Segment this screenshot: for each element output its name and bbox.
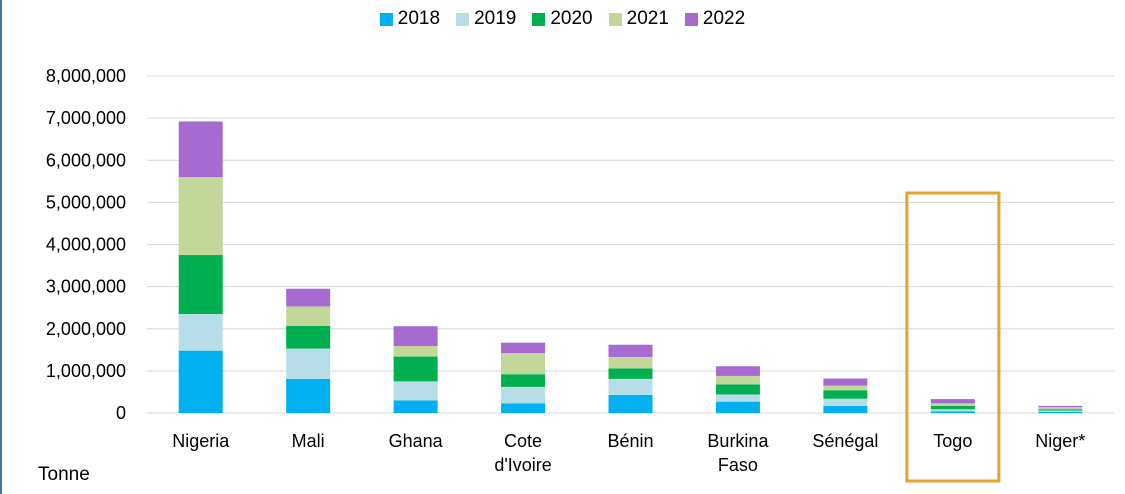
bar-segment — [930, 403, 975, 406]
y-tick-label: 8,000,000 — [46, 66, 126, 86]
y-tick-label: 6,000,000 — [46, 150, 126, 170]
category-label: Ghana — [389, 431, 444, 451]
category-label: Burkina Faso — [707, 431, 769, 475]
legend-item-2021: 2021 — [608, 8, 669, 30]
bar-segment — [178, 177, 223, 256]
bar-segment — [930, 399, 975, 404]
unit-label: Tonne — [38, 464, 90, 485]
legend-label: 2018 — [397, 8, 441, 29]
bar-segment — [501, 386, 546, 404]
bar-segment — [286, 348, 331, 379]
bar-segment — [930, 411, 975, 413]
bar-segment — [286, 306, 331, 326]
bar-segment — [393, 346, 438, 357]
category-label: Cote d'Ivoire — [494, 431, 551, 475]
bar-segment — [715, 384, 760, 395]
bar-segment — [1038, 409, 1083, 411]
bar-segment — [608, 368, 653, 379]
y-tick-label: 0 — [116, 403, 126, 423]
y-tick-label: 3,000,000 — [46, 277, 126, 297]
y-tick-label: 4,000,000 — [46, 235, 126, 255]
bar-segment — [501, 342, 546, 354]
legend-label: 2022 — [702, 8, 746, 29]
bar-segment — [393, 356, 438, 382]
bar-segment — [608, 394, 653, 413]
left-border — [0, 0, 2, 494]
legend-item-2020: 2020 — [532, 8, 593, 30]
legend-item-2022: 2022 — [684, 8, 746, 30]
category-label: Mali — [292, 431, 325, 451]
bar-segment — [393, 326, 438, 347]
bar-segment — [608, 356, 653, 369]
y-tick-label: 1,000,000 — [46, 361, 126, 381]
bar-segment — [1038, 411, 1083, 413]
bar-segment — [178, 255, 223, 315]
bar-segment — [608, 344, 653, 357]
bar-segment — [823, 385, 868, 391]
bar-segment — [930, 409, 975, 412]
legend-label: 2020 — [550, 8, 593, 29]
legend-swatch — [532, 12, 546, 26]
category-label: Sénégal — [812, 431, 878, 451]
y-tick-label: 7,000,000 — [46, 108, 126, 128]
bar-segment — [286, 325, 331, 349]
bar-segment — [715, 375, 760, 385]
bar-segment — [501, 403, 546, 413]
bar-segment — [823, 378, 868, 386]
legend-item-2018: 2018 — [379, 8, 441, 30]
bar-segment — [1038, 407, 1083, 410]
bar-segment — [501, 374, 546, 387]
bar-segment — [715, 366, 760, 376]
bar-segment — [930, 405, 975, 410]
legend-swatch — [379, 12, 393, 26]
bar-segment — [823, 390, 868, 399]
legend-item-2019: 2019 — [456, 8, 516, 30]
legend-label: 2021 — [626, 8, 669, 29]
bar-segment — [178, 350, 223, 413]
highlight-box — [905, 191, 1001, 483]
bar-segment — [286, 378, 331, 413]
bar-segment — [715, 394, 760, 402]
bar-segment — [1038, 410, 1083, 412]
bar-segment — [393, 400, 438, 413]
bar-segment — [608, 378, 653, 395]
bar-segment — [1038, 405, 1083, 408]
legend: 2018 2019 2020 2021 2022 — [0, 8, 1125, 30]
bar-segment — [286, 288, 331, 307]
legend-label: 2019 — [474, 8, 517, 29]
category-label: Nigeria — [172, 431, 230, 451]
bar-segment — [715, 401, 760, 413]
legend-swatch — [456, 12, 470, 26]
bar-segment — [823, 398, 868, 406]
y-tick-label: 2,000,000 — [46, 319, 126, 339]
bar-segment — [178, 121, 223, 178]
legend-swatch — [608, 12, 622, 26]
legend-swatch — [684, 12, 698, 26]
bar-segment — [178, 314, 223, 351]
category-label: Togo — [933, 431, 972, 451]
bar-segment — [501, 353, 546, 375]
y-tick-label: 5,000,000 — [46, 192, 126, 212]
category-label: Niger* — [1035, 431, 1085, 451]
bar-segment — [393, 381, 438, 401]
bar-segment — [823, 405, 868, 413]
category-label: Bénin — [607, 431, 653, 451]
